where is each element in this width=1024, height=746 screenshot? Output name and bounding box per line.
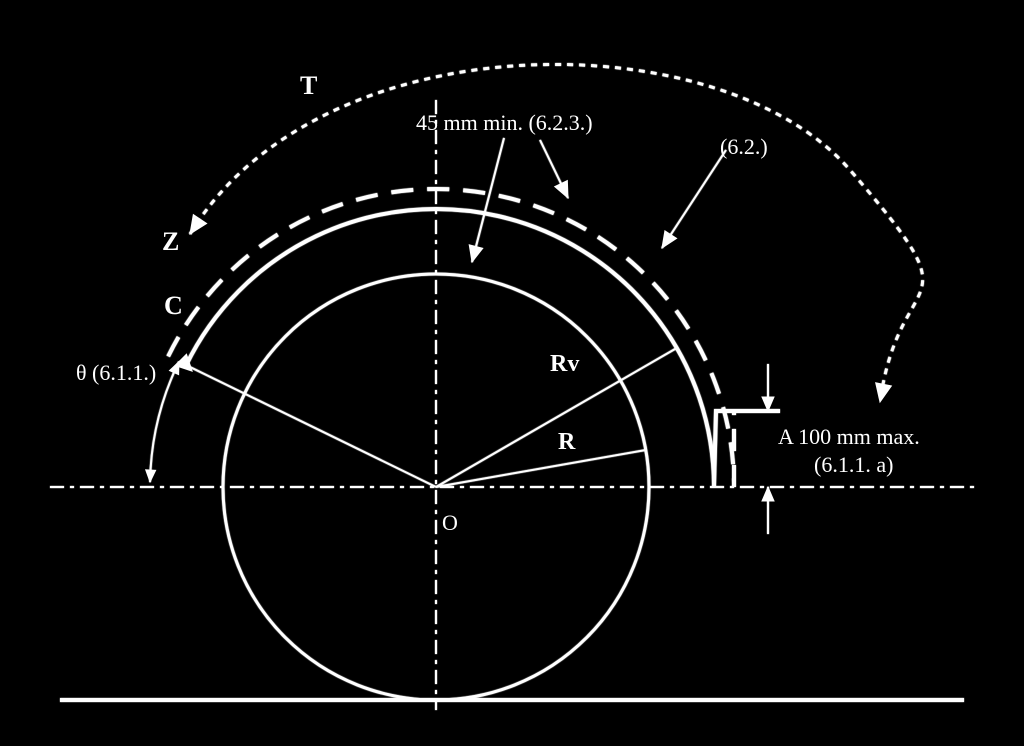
label-theta: θ (6.1.1.) [76, 360, 156, 386]
label-A_line1: A 100 mm max. [778, 424, 920, 450]
label-A_line2: (6.1.1. a) [814, 452, 893, 478]
dim-a-top-head [762, 397, 774, 411]
t-arrow-start [190, 215, 207, 234]
dim-a-bottom-head [762, 487, 774, 501]
theta-arrow-a [146, 470, 156, 482]
mudguard-outer-dashed [168, 189, 734, 487]
label-T: T [300, 70, 317, 101]
leader-62-head [662, 231, 677, 248]
label-Z: Z [162, 226, 179, 257]
label-note_62: (6.2.) [720, 134, 768, 160]
label-note_45: 45 mm min. (6.2.3.) [416, 110, 593, 136]
t-arrow-end [876, 383, 892, 402]
label-R: R [558, 428, 575, 457]
leader-45-inner-head [469, 245, 483, 262]
label-C: C [164, 290, 183, 321]
label-O: O [442, 510, 458, 536]
mudguard-outer-dashed-drop [734, 411, 780, 487]
label-Rv: Rv [550, 350, 579, 379]
leader-45-outer-head [555, 181, 568, 198]
leader-45-inner [472, 138, 504, 262]
leader-62 [662, 150, 726, 248]
